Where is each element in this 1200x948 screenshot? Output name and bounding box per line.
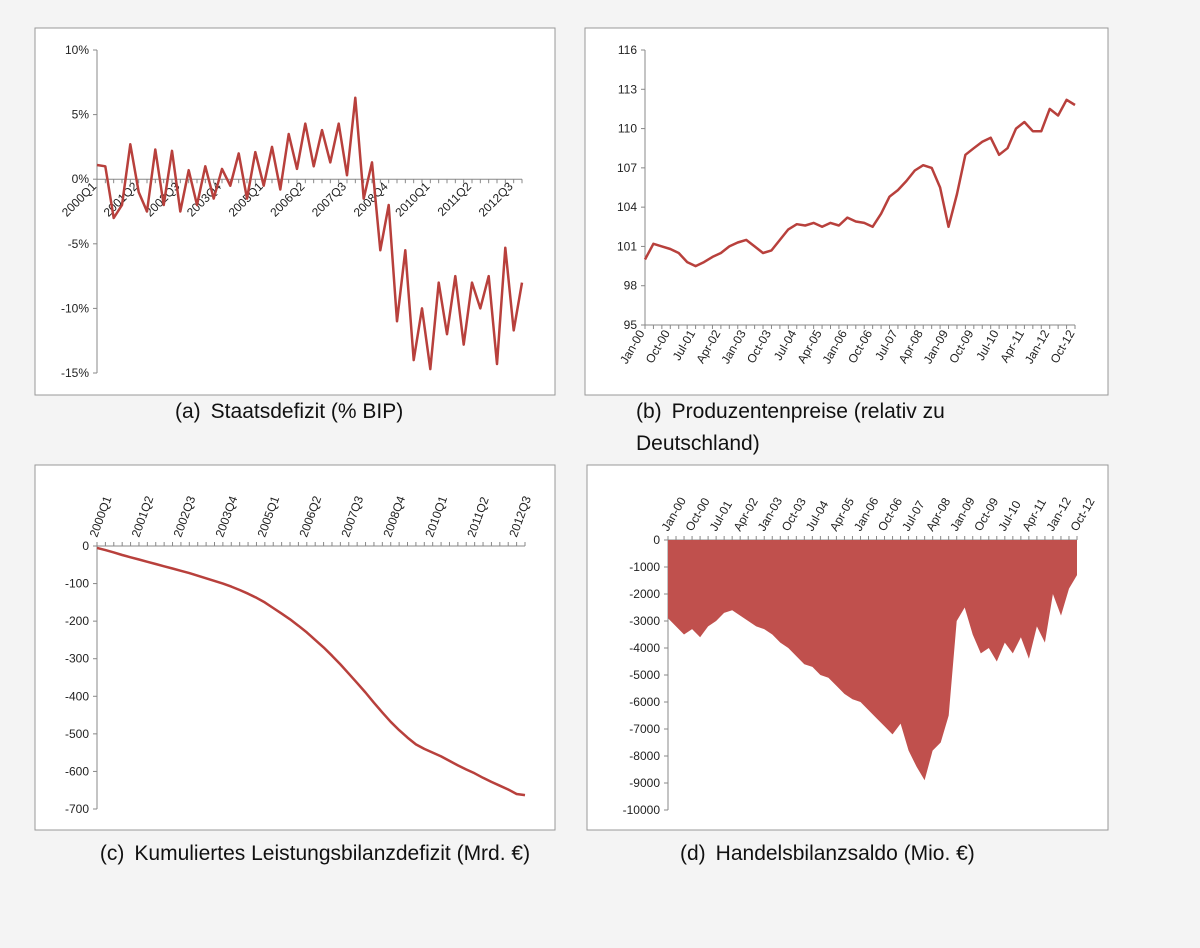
y-tick-label: -15% — [61, 366, 89, 380]
y-tick-label: -700 — [65, 802, 89, 816]
y-tick-label: -500 — [65, 727, 89, 741]
y-tick-label: 113 — [618, 82, 637, 96]
y-tick-label: -3000 — [629, 614, 660, 628]
data-area — [668, 540, 1077, 781]
caption: (b) Produzentenpreise (relativ zu Deutsch… — [636, 396, 1036, 460]
y-tick-label: -2000 — [629, 587, 660, 601]
y-tick-label: -400 — [65, 689, 89, 703]
y-tick-label: 5% — [72, 108, 90, 122]
caption-label: (b) — [636, 400, 662, 423]
y-tick-label: -200 — [65, 614, 89, 628]
y-tick-label: -6000 — [629, 695, 660, 709]
y-tick-label: 0% — [72, 172, 90, 186]
caption-label: (c) — [99, 842, 125, 865]
y-tick-label: -9000 — [629, 776, 660, 790]
caption-title: Staatsdefizit (% BIP) — [210, 400, 404, 423]
data-line — [96, 546, 526, 797]
y-tick-label: 0 — [653, 533, 660, 547]
y-tick-label: -100 — [65, 577, 89, 591]
y-tick-label: 0 — [82, 539, 89, 553]
y-tick-label: 98 — [624, 279, 638, 293]
panel — [34, 27, 556, 396]
caption: (a) Staatsdefizit (% BIP) — [175, 396, 515, 428]
data-line — [643, 98, 1076, 268]
caption-title: Kumuliertes Leistungsbilanzdefizit (Mrd.… — [134, 842, 531, 865]
y-tick-label: 116 — [618, 43, 637, 57]
caption-label: (d) — [680, 842, 706, 865]
caption: (d) Handelsbilanzsaldo (Mio. €) — [680, 838, 1080, 870]
y-tick-label: 107 — [617, 161, 637, 175]
y-tick-label: -5% — [68, 237, 90, 251]
y-tick-label: -8000 — [629, 749, 660, 763]
y-tick-label: 101 — [617, 239, 637, 253]
data-line — [96, 96, 524, 371]
y-tick-label: -600 — [65, 764, 89, 778]
y-tick-label: -10000 — [623, 803, 661, 817]
y-tick-label: -7000 — [629, 722, 660, 736]
y-tick-label: 10% — [65, 43, 89, 57]
caption: (c) Kumuliertes Leistungsbilanzdefizit (M… — [85, 838, 545, 870]
y-tick-label: -1000 — [629, 560, 660, 574]
y-tick-label: -10% — [61, 301, 89, 315]
panel — [584, 27, 1109, 396]
y-tick-label: 104 — [617, 200, 637, 214]
y-tick-label: 95 — [624, 318, 638, 332]
caption-label: (a) — [175, 400, 201, 423]
y-tick-label: -5000 — [629, 668, 660, 682]
caption-title: Handelsbilanzsaldo (Mio. €) — [715, 842, 975, 865]
y-tick-label: 110 — [618, 122, 637, 136]
y-tick-label: -4000 — [629, 641, 660, 655]
caption-title: Produzentenpreise (relativ zu Deutschlan… — [636, 400, 945, 455]
y-tick-label: -300 — [65, 652, 89, 666]
